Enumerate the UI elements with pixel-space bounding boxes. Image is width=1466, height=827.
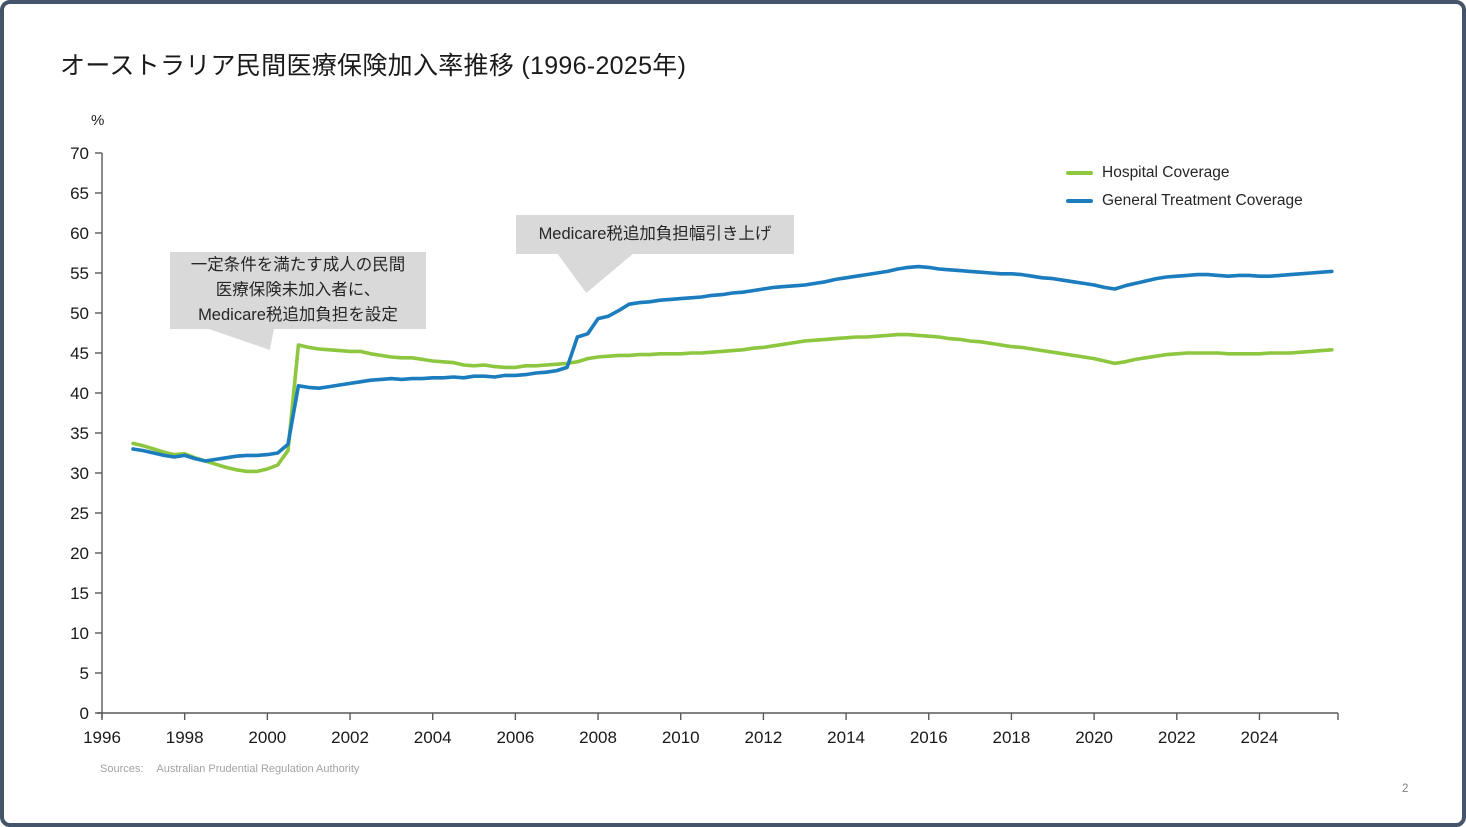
y-axis-tick-label: 60 [70,224,89,243]
axis-line [97,153,1338,718]
page-number: 2 [1402,783,1409,795]
y-axis-tick-label: 55 [70,264,89,283]
y-axis-tick-label: 30 [70,464,89,483]
x-axis-tick-label: 2002 [331,728,369,747]
line-chart: 0 5 10 15 20 25 30 35 40 45 50 55 60 65 70 1996 1998 2000… [70,144,1339,747]
source-text: Australian Prudential Regulation Authori… [156,763,360,775]
annotation-callout-medicare-surcharge-intro: 一定条件を満たす成人の民間 医療保険未加入者に、 Medicare税追加負担を設… [170,252,426,329]
series-line-general-treatment-coverage [131,264,1334,463]
general-treatment-coverage-line-icon [1066,199,1093,203]
x-axis-tick-label: 1998 [166,728,204,747]
source-note: Sources: Australian Prudential Regulation… [100,763,359,775]
annotation-text-line: Medicare税追加負担を設定 [198,306,398,324]
y-axis-tick-label: 35 [70,424,89,443]
x-axis-tick-label: 2024 [1241,728,1279,747]
y-axis-tick-label: 70 [70,144,89,163]
x-axis-tick-label: 1996 [83,728,121,747]
series-line-hospital-coverage [131,332,1334,474]
y-axis-unit-label: % [91,112,105,129]
y-axis-tick-label: 25 [70,504,89,523]
y-axis-tick-label: 10 [70,624,89,643]
annotation-text-line: 一定条件を満たす成人の民間 [190,256,406,274]
y-axis-tick-label: 0 [80,704,89,723]
x-axis-tick-label: 2014 [827,728,865,747]
y-axis-tick-label: 5 [80,664,89,683]
legend-item-hospital-coverage: Hospital Coverage [1066,159,1303,187]
y-axis-tick-label: 40 [70,384,89,403]
x-axis-tick-label: 2022 [1158,728,1196,747]
x-axis-tick-label: 2010 [662,728,700,747]
x-axis-tick-label: 2020 [1075,728,1113,747]
y-axis-tick-label: 15 [70,584,89,603]
page-title: オーストラリア民間医療保険加入率推移 (1996-2025年) [60,52,687,80]
x-axis-tick-label: 2008 [579,728,617,747]
y-axis-tick-label: 50 [70,304,89,323]
x-axis-tick-label: 2016 [910,728,948,747]
x-axis-tick-label: 2006 [496,728,534,747]
y-axis-tick-label: 65 [70,184,89,203]
chart-legend: Hospital Coverage General Treatment Cove… [1066,159,1303,215]
source-label: Sources: [100,763,144,775]
legend-label: Hospital Coverage [1102,164,1230,181]
x-axis-tick-label: 2012 [744,728,782,747]
y-axis-tick-label: 45 [70,344,89,363]
y-axis-tick-label: 20 [70,544,89,563]
legend-label: General Treatment Coverage [1102,192,1303,209]
annotation-text-line: 医療保険未加入者に、 [215,281,381,299]
x-axis-tick-label: 2000 [248,728,286,747]
x-axis-tick-label: 2004 [414,728,452,747]
x-axis-tick-label: 2018 [993,728,1031,747]
annotation-text-line: Medicare税追加負担幅引き上げ [538,225,772,243]
annotation-callout-medicare-surcharge-increase: Medicare税追加負担幅引き上げ [516,215,794,254]
hospital-coverage-line-icon [1066,171,1093,175]
legend-item-general-treatment-coverage: General Treatment Coverage [1066,187,1303,215]
